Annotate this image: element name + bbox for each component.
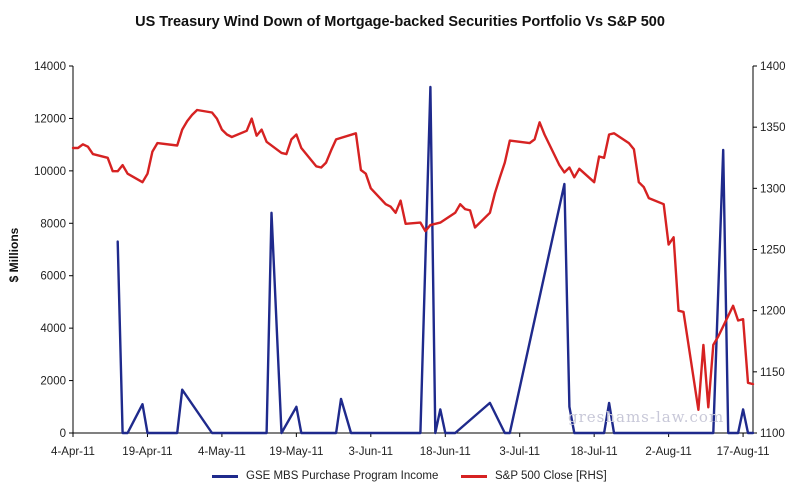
- y-right-tick-label: 1150: [760, 367, 785, 379]
- y-right-tick-label: 1350: [760, 122, 786, 134]
- y-right-tick-label: 1100: [760, 428, 785, 440]
- legend-label-mbs: GSE MBS Purchase Program Income: [246, 470, 439, 482]
- x-tick-label: 4-Apr-11: [51, 446, 95, 458]
- x-tick-label: 19-May-11: [269, 446, 323, 458]
- y-left-tick-label: 4000: [40, 323, 66, 335]
- legend-label-sp500: S&P 500 Close [RHS]: [495, 470, 607, 482]
- legend-swatch-sp500: [461, 474, 487, 478]
- y-left-tick-label: 0: [60, 428, 66, 440]
- y-left-tick-label: 10000: [34, 166, 66, 178]
- plot-area: 0 2000 4000 6000 8000 10000 12000 14000 1100 1150…: [34, 61, 786, 458]
- chart-title: US Treasury Wind Down of Mortgage-backed…: [135, 14, 665, 30]
- y-right-tick-label: 1300: [760, 183, 786, 195]
- legend-item-sp500: S&P 500 Close [RHS]: [461, 470, 607, 482]
- y-right-tick-label: 1200: [760, 306, 786, 318]
- x-tick-label: 19-Apr-11: [122, 446, 172, 458]
- x-tick-label: 18-Jul-11: [571, 446, 618, 458]
- x-tick-label: 4-May-11: [198, 446, 246, 458]
- x-tick-label: 17-Aug-11: [717, 446, 770, 458]
- y-left-tick-label: 8000: [40, 218, 66, 230]
- watermark: greshams-law.com: [568, 408, 725, 426]
- y-right-tick-label: 1250: [760, 245, 786, 257]
- y-left-tick-label: 6000: [40, 271, 66, 283]
- legend-item-mbs: GSE MBS Purchase Program Income: [212, 470, 438, 482]
- x-tick-label: 2-Aug-11: [645, 446, 691, 458]
- y-left-tick-label: 14000: [34, 61, 66, 73]
- y-left-tick-label: 12000: [34, 113, 66, 125]
- x-tick-label: 18-Jun-11: [420, 446, 471, 458]
- y-right-tick-label: 1400: [760, 61, 786, 73]
- x-tick-label: 3-Jun-11: [349, 446, 394, 458]
- legend: GSE MBS Purchase Program Income S&P 500 …: [0, 470, 800, 488]
- series-line-sp500-close: [71, 108, 755, 411]
- x-tick-label: 3-Jul-11: [499, 446, 540, 458]
- series-line-mbs-income: [116, 85, 755, 435]
- legend-swatch-mbs: [212, 474, 238, 478]
- y-left-tick-label: 2000: [40, 376, 66, 388]
